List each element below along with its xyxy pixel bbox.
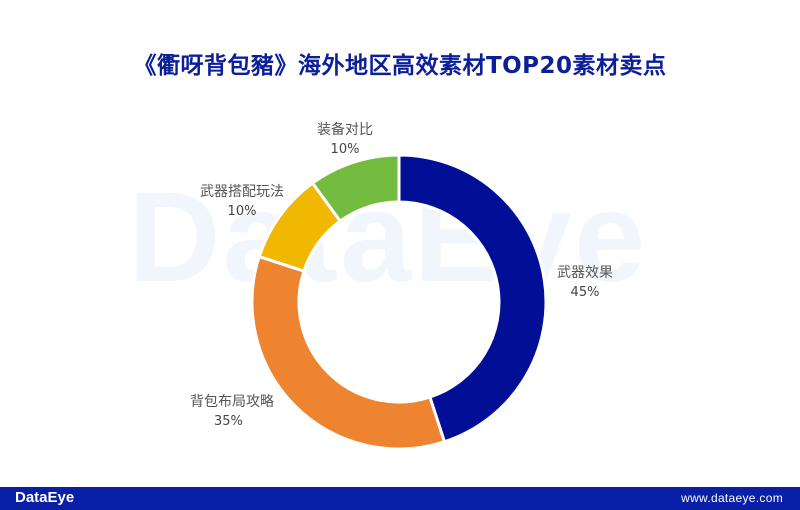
footer-logo: DataEye (15, 489, 75, 506)
donut-slice (397, 153, 548, 444)
donut-slices (250, 153, 548, 451)
chart-title: 《衢呀背包豬》海外地区高效素材TOP20素材卖点 (133, 53, 667, 79)
label-backpack-layout: 背包布局攻略 35% (190, 394, 274, 429)
donut-slice (310, 153, 401, 224)
label-weapon-effect: 武器效果 45% (557, 265, 613, 300)
footer-url: www.dataeye.com (681, 491, 783, 505)
donut-slice (250, 254, 447, 451)
footer-bar: DataEye www.dataeye.com (0, 487, 800, 510)
label-gear-compare: 装备对比 10% (317, 122, 373, 157)
label-weapon-combo: 武器搭配玩法 10% (200, 184, 284, 219)
